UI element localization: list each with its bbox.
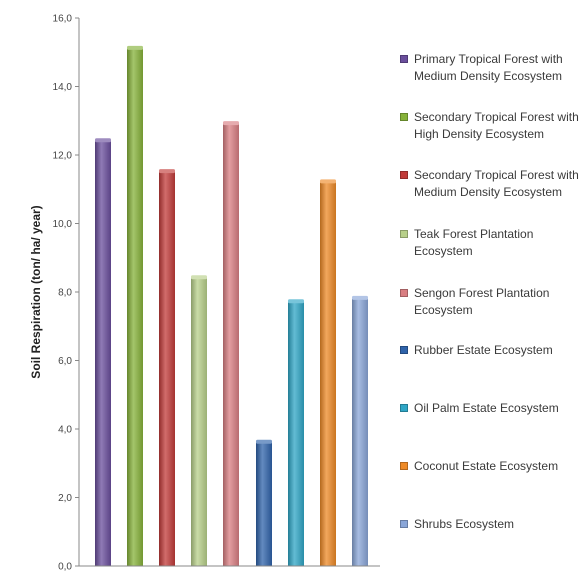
legend-item-shrubs: Shrubs Ecosystem [400, 516, 585, 533]
bar-cap [288, 299, 304, 304]
bar [191, 275, 207, 566]
legend-swatch [400, 230, 408, 238]
y-tick-label: 14,0 [53, 82, 73, 93]
legend-item-teak-plantation: Teak Forest Plantation Ecosystem [400, 226, 585, 260]
legend-swatch [400, 289, 408, 297]
legend-item-oil-palm-estate: Oil Palm Estate Ecosystem [400, 400, 585, 417]
y-tick-label: 8,0 [58, 288, 72, 299]
bar-cap [191, 275, 207, 280]
bar [95, 138, 111, 567]
legend-label: Rubber Estate Ecosystem [414, 343, 553, 357]
bar [127, 45, 143, 566]
y-tick-label: 16,0 [53, 14, 73, 25]
bar-cap [127, 45, 143, 50]
chart-legend: Primary Tropical Forest with Medium Dens… [400, 0, 585, 574]
legend-item-secondary-tropical-medium: Secondary Tropical Forest with Medium De… [400, 167, 585, 201]
legend-label: Oil Palm Estate Ecosystem [414, 401, 559, 415]
bar-body [320, 182, 336, 566]
legend-swatch [400, 346, 408, 354]
legend-label: Secondary Tropical Forest with Medium De… [414, 168, 579, 199]
bar-body [223, 124, 239, 567]
legend-swatch [400, 113, 408, 121]
legend-label: Coconut Estate Ecosystem [414, 459, 559, 473]
legend-label: Shrubs Ecosystem [414, 517, 515, 531]
legend-item-coconut-estate: Coconut Estate Ecosystem [400, 458, 585, 475]
y-tick-label: 4,0 [58, 425, 72, 436]
legend-swatch [400, 462, 408, 470]
legend-label: Sengon Forest Plantation Ecosystem [414, 286, 550, 317]
bar-cap [95, 138, 111, 143]
bar-body [288, 302, 304, 566]
bar-cap [320, 179, 336, 184]
legend-label: Teak Forest Plantation Ecosystem [414, 227, 534, 258]
bar-body [256, 442, 272, 566]
y-axis-label: Soil Respiration (ton/ ha/ year) [29, 205, 43, 379]
bar-cap [159, 169, 175, 174]
legend-label: Secondary Tropical Forest with High Dens… [414, 110, 579, 141]
bar-body [127, 48, 143, 566]
bar-body [159, 172, 175, 566]
bar [256, 439, 272, 566]
bar-body [352, 298, 368, 566]
y-tick-label: 6,0 [58, 356, 72, 367]
legend-item-sengon-plantation: Sengon Forest Plantation Ecosystem [400, 285, 585, 319]
bar-cap [352, 295, 368, 300]
bar-cap [256, 439, 272, 444]
legend-item-rubber-estate: Rubber Estate Ecosystem [400, 342, 585, 359]
bar [223, 121, 239, 567]
bar [159, 169, 175, 566]
bar [320, 179, 336, 566]
y-tick-label: 10,0 [53, 219, 73, 230]
legend-item-primary-tropical-medium: Primary Tropical Forest with Medium Dens… [400, 51, 585, 85]
bar [352, 295, 368, 566]
legend-swatch [400, 404, 408, 412]
bar [288, 299, 304, 566]
legend-swatch [400, 520, 408, 528]
bar-cap [223, 121, 239, 126]
legend-swatch [400, 55, 408, 63]
legend-swatch [400, 171, 408, 179]
bar-body [95, 141, 111, 567]
y-tick-label: 0,0 [58, 562, 72, 573]
y-tick-label: 2,0 [58, 493, 72, 504]
legend-label: Primary Tropical Forest with Medium Dens… [414, 52, 563, 83]
legend-item-secondary-tropical-high: Secondary Tropical Forest with High Dens… [400, 109, 585, 143]
bar-body [191, 278, 207, 566]
y-tick-label: 12,0 [53, 151, 73, 162]
